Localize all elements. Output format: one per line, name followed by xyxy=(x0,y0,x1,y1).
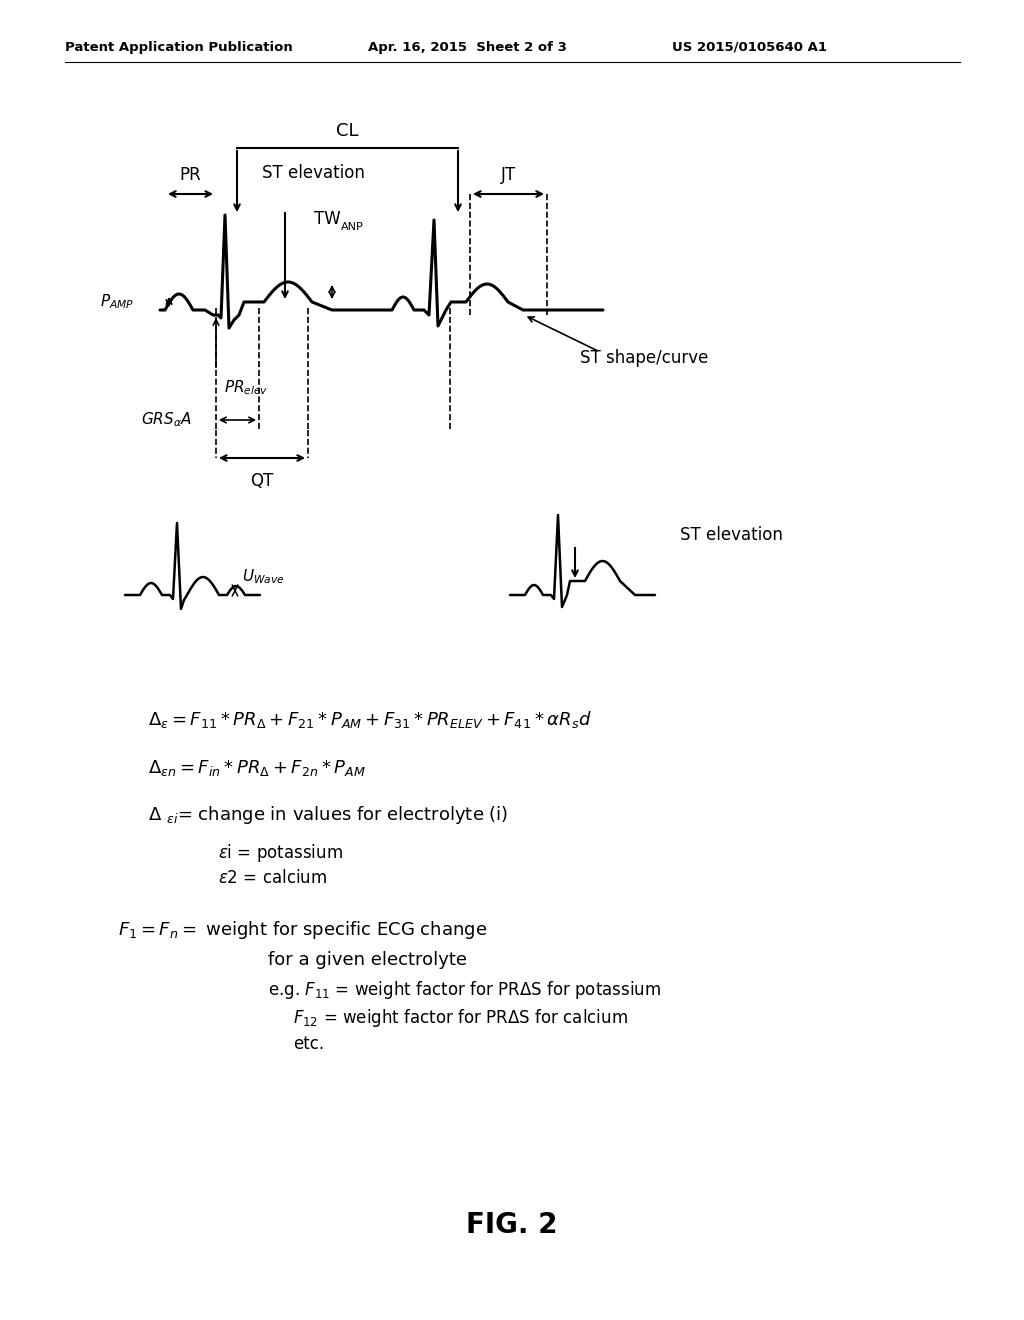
Text: $\Delta_{\varepsilon n}$$= F_{in} * PR_{\Delta} + F_{2n} * P_{AM}$: $\Delta_{\varepsilon n}$$= F_{in} * PR_{… xyxy=(148,758,366,777)
Text: Patent Application Publication: Patent Application Publication xyxy=(65,41,293,54)
Text: for a given electrolyte: for a given electrolyte xyxy=(268,950,467,969)
Text: $\Delta_{\varepsilon}$$= F_{11} * PR_{\Delta} + F_{21} * P_{AM} + F_{31} * PR_{E: $\Delta_{\varepsilon}$$= F_{11} * PR_{\D… xyxy=(148,710,592,730)
Text: JT: JT xyxy=(501,166,516,183)
Text: ANP: ANP xyxy=(341,222,364,232)
Text: CL: CL xyxy=(336,121,358,140)
Text: ST elevation: ST elevation xyxy=(262,164,365,182)
Text: FIG. 2: FIG. 2 xyxy=(466,1210,558,1239)
Text: US 2015/0105640 A1: US 2015/0105640 A1 xyxy=(672,41,827,54)
Text: ST elevation: ST elevation xyxy=(680,525,783,544)
Text: PR: PR xyxy=(179,166,202,183)
Text: $PR_{elev}$: $PR_{elev}$ xyxy=(224,378,268,397)
Text: etc.: etc. xyxy=(293,1035,325,1053)
Text: $U_{Wave}$: $U_{Wave}$ xyxy=(242,568,285,586)
Text: e.g. $F_{11}$ = weight factor for PR$\Delta$S for potassium: e.g. $F_{11}$ = weight factor for PR$\De… xyxy=(268,979,662,1001)
Text: $\Delta\ _{\varepsilon i}$= change in values for electrolyte (i): $\Delta\ _{\varepsilon i}$= change in va… xyxy=(148,804,508,826)
Text: $\varepsilon$i = potassium: $\varepsilon$i = potassium xyxy=(218,842,343,865)
Text: $\varepsilon$2 = calcium: $\varepsilon$2 = calcium xyxy=(218,869,327,887)
Text: QT: QT xyxy=(251,473,273,490)
Text: ST shape/curve: ST shape/curve xyxy=(580,348,709,367)
Text: $F_1 = F_n =$ weight for specific ECG change: $F_1 = F_n =$ weight for specific ECG ch… xyxy=(118,919,487,941)
Text: Apr. 16, 2015  Sheet 2 of 3: Apr. 16, 2015 Sheet 2 of 3 xyxy=(368,41,567,54)
Text: TW: TW xyxy=(314,210,341,228)
Text: $F_{12}$ = weight factor for PR$\Delta$S for calcium: $F_{12}$ = weight factor for PR$\Delta$S… xyxy=(293,1007,628,1030)
Text: $GRS_{\alpha}A$: $GRS_{\alpha}A$ xyxy=(141,411,191,429)
Text: $P_{AMP}$: $P_{AMP}$ xyxy=(100,293,134,312)
